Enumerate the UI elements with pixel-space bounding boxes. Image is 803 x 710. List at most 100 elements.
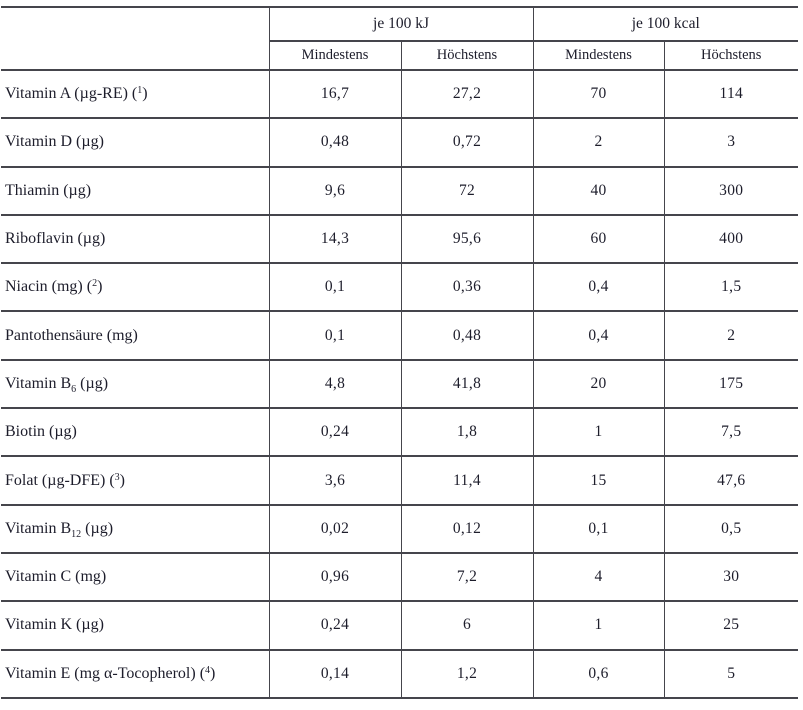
nutrient-label: Vitamin K (µg): [1, 600, 269, 650]
value-max-kcal: 30: [663, 551, 799, 602]
table-row-biotin: Biotin (µg) 0,24 1,8 1 7,5: [1, 407, 799, 457]
value-max-kcal: 300: [663, 165, 799, 215]
value-max-kcal: 5: [663, 648, 799, 699]
nutrient-label: Vitamin B12 (µg): [1, 503, 269, 553]
table-row-vitamin-b6: Vitamin B6 (µg) 4,8 41,8 20 175: [1, 358, 799, 409]
value-max-kj: 0,48: [400, 310, 533, 360]
header-group-row: je 100 kJ je 100 kcal: [1, 6, 799, 70]
value-min-kj: 9,6: [268, 165, 401, 215]
value-max-kj: 41,8: [400, 358, 533, 409]
value-max-kcal: 1,5: [663, 262, 799, 312]
value-max-kj: 27,2: [400, 68, 533, 119]
footnote-close: ): [119, 471, 125, 489]
nutrient-label: Vitamin E (mg α-Tocopherol) (4): [1, 648, 269, 699]
table-row-thiamin: Thiamin (µg) 9,6 72 40 300: [1, 165, 799, 215]
value-max-kcal: 3: [663, 117, 799, 167]
table-row-riboflavin: Riboflavin (µg) 14,3 95,6 60 400: [1, 213, 799, 264]
value-min-kcal: 2: [532, 117, 664, 167]
value-min-kj: 3,6: [268, 455, 401, 505]
value-min-kj: 16,7: [268, 68, 401, 119]
value-min-kj: 0,24: [268, 407, 401, 457]
footnote-open: (: [82, 278, 93, 296]
value-min-kcal: 0,4: [532, 310, 664, 360]
label-subscript: 6: [71, 383, 77, 395]
value-min-kcal: 4: [532, 551, 664, 602]
value-max-kj: 1,8: [400, 407, 533, 457]
value-max-kj: 1,2: [400, 648, 533, 699]
col-header-min-kcal: Mindestens: [532, 40, 664, 70]
label-text: Vitamin B: [5, 374, 72, 392]
label-text: Pantothensäure (mg): [5, 326, 138, 344]
value-min-kj: 4,8: [268, 358, 401, 409]
label-rest: (µg): [81, 519, 114, 537]
value-max-kcal: 2: [663, 310, 799, 360]
value-min-kcal: 15: [532, 455, 664, 505]
label-text: Biotin (µg): [5, 423, 77, 441]
label-text: Vitamin B: [5, 519, 72, 537]
value-min-kcal: 0,1: [532, 503, 664, 553]
value-max-kcal: 25: [663, 600, 799, 650]
label-rest: (µg): [76, 374, 109, 392]
value-max-kj: 0,12: [400, 503, 533, 553]
nutrient-label: Pantothensäure (mg): [1, 310, 269, 360]
label-text: Riboflavin (µg): [5, 230, 106, 248]
table-row-vitamin-b12: Vitamin B12 (µg) 0,02 0,12 0,1 0,5: [1, 503, 799, 553]
value-max-kcal: 7,5: [663, 407, 799, 457]
footnote-close: ): [210, 664, 216, 682]
col-header-min-kj: Mindestens: [268, 40, 401, 70]
label-text: Vitamin A (µg-RE): [5, 85, 128, 103]
corner-cell: [1, 6, 269, 70]
footnote-close: ): [142, 85, 148, 103]
vitamin-limits-table: je 100 kJ je 100 kcal Mindestens Höchste…: [1, 6, 799, 699]
value-max-kcal: 0,5: [663, 503, 799, 553]
nutrient-label: Riboflavin (µg): [1, 213, 269, 264]
value-min-kcal: 60: [532, 213, 664, 264]
col-header-max-kj: Höchstens: [400, 40, 533, 70]
table-row-vitamin-d: Vitamin D (µg) 0,48 0,72 2 3: [1, 117, 799, 167]
label-text: Folat (µg-DFE): [5, 471, 106, 489]
footnote-open: (: [105, 471, 115, 489]
footnote-open: (: [127, 85, 138, 103]
header-sub-row: Mindestens Höchstens Mindestens Höchsten…: [1, 40, 799, 70]
value-min-kcal: 1: [532, 600, 664, 650]
label-subscript: 12: [71, 528, 82, 540]
value-max-kj: 95,6: [400, 213, 533, 264]
label-text: Vitamin D (µg): [5, 133, 104, 151]
value-min-kcal: 0,4: [532, 262, 664, 312]
table-row-vitamin-e: Vitamin E (mg α-Tocopherol) (4) 0,14 1,2…: [1, 648, 799, 699]
nutrient-label: Vitamin C (mg): [1, 551, 269, 602]
label-text: Vitamin K (µg): [5, 616, 104, 634]
value-max-kcal: 175: [663, 358, 799, 409]
footnote-ref: 4: [205, 664, 211, 676]
table-row-vitamin-c: Vitamin C (mg) 0,96 7,2 4 30: [1, 551, 799, 602]
footnote-ref: 1: [137, 85, 143, 97]
nutrient-label: Folat (µg-DFE) (3): [1, 455, 269, 505]
value-min-kcal: 1: [532, 407, 664, 457]
value-min-kcal: 20: [532, 358, 664, 409]
value-min-kj: 0,02: [268, 503, 401, 553]
footnote-ref: 2: [92, 278, 98, 290]
nutrient-label: Vitamin D (µg): [1, 117, 269, 167]
label-text: Vitamin C (mg): [5, 568, 107, 586]
value-max-kcal: 114: [663, 68, 799, 119]
value-min-kj: 14,3: [268, 213, 401, 264]
table-row-vitamin-k: Vitamin K (µg) 0,24 6 1 25: [1, 600, 799, 650]
nutrient-label: Vitamin B6 (µg): [1, 358, 269, 409]
value-min-kj: 0,14: [268, 648, 401, 699]
col-header-max-kcal: Höchstens: [663, 40, 799, 70]
value-max-kj: 0,72: [400, 117, 533, 167]
value-max-kcal: 47,6: [663, 455, 799, 505]
label-text: Niacin (mg): [5, 278, 83, 296]
value-min-kcal: 0,6: [532, 648, 664, 699]
value-min-kcal: 40: [532, 165, 664, 215]
table-row-pantothensaeure: Pantothensäure (mg) 0,1 0,48 0,4 2: [1, 310, 799, 360]
nutrient-label: Vitamin A (µg-RE) (1): [1, 68, 269, 119]
nutrient-label: Niacin (mg) (2): [1, 262, 269, 312]
col-group-per-100kcal: je 100 kcal: [532, 6, 799, 41]
value-min-kj: 0,24: [268, 600, 401, 650]
nutrient-label: Thiamin (µg): [1, 165, 269, 215]
table-row-niacin: Niacin (mg) (2) 0,1 0,36 0,4 1,5: [1, 262, 799, 312]
nutrient-label: Biotin (µg): [1, 407, 269, 457]
footnote-open: (: [195, 664, 206, 682]
